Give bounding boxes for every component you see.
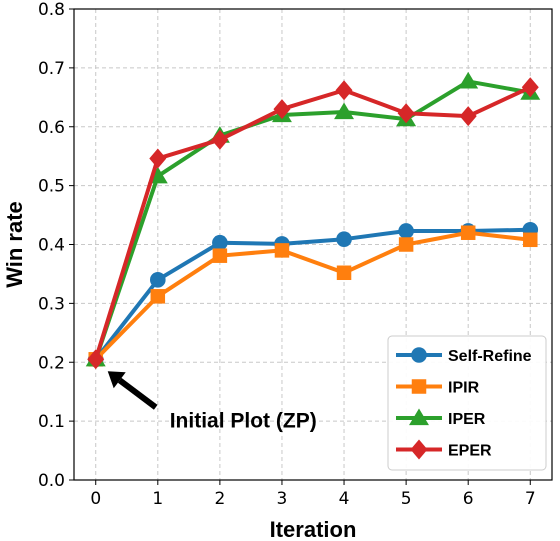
annotation-label: Initial Plot (ZP) xyxy=(170,409,317,432)
annotation-arrow xyxy=(117,377,158,410)
legend-label: EPER xyxy=(448,443,492,460)
axis-ticks: 0.0 0.1 0.2 0.3 0.4 0.5 0.6 0.7 0.8 0 1 2 3 4 5 6 7 xyxy=(38,0,536,509)
data-point xyxy=(459,106,477,127)
legend-marker xyxy=(411,379,427,394)
series-layer xyxy=(85,71,541,370)
y-tick-label: 0.0 xyxy=(38,471,65,491)
data-point xyxy=(150,272,166,288)
data-point xyxy=(334,102,355,120)
y-tick-label: 0.4 xyxy=(38,236,65,256)
legend-item: EPER xyxy=(396,439,492,460)
data-point xyxy=(212,234,228,251)
data-point xyxy=(87,349,105,370)
x-tick-label: 1 xyxy=(152,489,163,509)
legend: Self-Refine IPIR IPER EPER xyxy=(387,335,547,471)
legend-marker xyxy=(410,439,428,460)
legend-marker xyxy=(409,408,429,426)
legend-item: IPER xyxy=(396,408,486,428)
data-point xyxy=(335,80,353,101)
x-tick-label: 0 xyxy=(90,489,101,509)
series-line xyxy=(94,230,531,361)
data-point xyxy=(521,77,539,98)
data-point xyxy=(274,243,290,258)
x-tick-label: 2 xyxy=(214,489,225,509)
series-line xyxy=(94,227,531,361)
data-point xyxy=(273,99,291,120)
annotation-arrow-head xyxy=(107,371,126,389)
x-tick-label: 7 xyxy=(525,489,536,509)
data-point xyxy=(397,103,415,124)
legend-label: Self-Refine xyxy=(448,348,532,365)
y-tick-label: 0.7 xyxy=(38,59,65,79)
legend-box xyxy=(387,335,547,471)
legend-label: IPIR xyxy=(448,380,480,397)
series-line xyxy=(93,85,532,360)
x-tick-label: 4 xyxy=(339,489,350,509)
y-tick-label: 0.1 xyxy=(38,412,65,432)
y-tick-label: 0.3 xyxy=(38,294,65,314)
data-point xyxy=(212,248,228,263)
data-point xyxy=(458,71,479,89)
data-point xyxy=(523,232,538,248)
y-axis-label: Win rate xyxy=(2,201,27,288)
annotation: Initial Plot (ZP) xyxy=(107,371,317,432)
data-point xyxy=(149,148,167,169)
legend-item: Self-Refine xyxy=(396,347,532,365)
legend-marker xyxy=(411,347,427,363)
y-tick-label: 0.6 xyxy=(38,118,65,138)
x-axis-label: Iteration xyxy=(270,517,357,541)
data-point xyxy=(211,129,229,150)
data-point xyxy=(336,265,352,281)
x-tick-label: 5 xyxy=(401,489,412,509)
y-tick-label: 0.2 xyxy=(38,353,65,373)
data-point xyxy=(398,223,414,239)
data-point xyxy=(336,231,352,248)
data-point xyxy=(150,289,166,304)
data-point xyxy=(398,237,414,252)
x-tick-label: 3 xyxy=(277,489,288,509)
x-tick-label: 6 xyxy=(463,489,474,509)
series-eper xyxy=(87,77,539,370)
legend-label: IPER xyxy=(448,411,486,428)
y-tick-label: 0.5 xyxy=(38,177,65,197)
legend-item: IPIR xyxy=(396,379,480,397)
series-line xyxy=(93,79,531,360)
data-point xyxy=(460,225,476,240)
y-tick-label: 0.8 xyxy=(38,0,65,20)
